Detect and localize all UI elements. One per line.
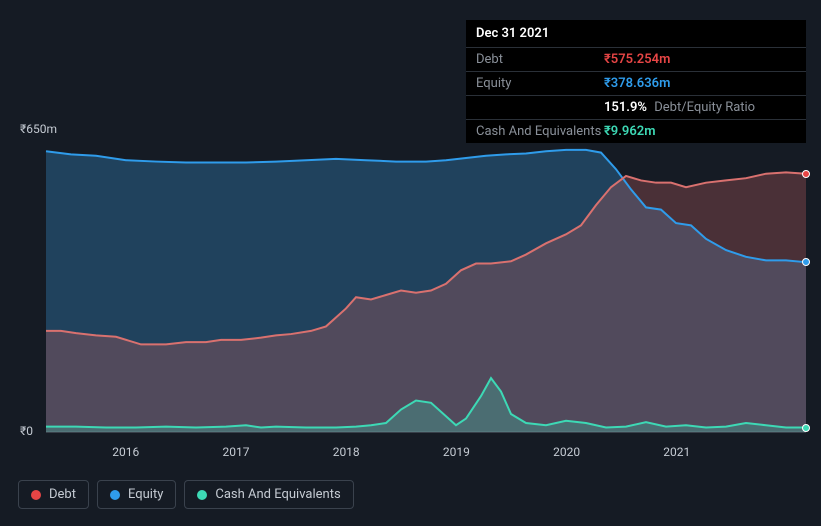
equity-end-marker	[802, 258, 810, 266]
chart-plot[interactable]	[46, 140, 806, 432]
legend-item-debt[interactable]: Debt	[18, 480, 89, 509]
tooltip-label: Debt	[476, 52, 604, 67]
tooltip-label: Equity	[476, 76, 604, 91]
cash-dot-icon	[197, 490, 207, 500]
tooltip-row-debt: Debt ₹575.254m	[466, 47, 806, 71]
tooltip-row-ratio: 151.9% Debt/Equity Ratio	[466, 95, 806, 119]
tooltip-row-equity: Equity ₹378.636m	[466, 71, 806, 95]
tooltip-label: Cash And Equivalents	[476, 124, 604, 139]
xaxis-tick: 2021	[663, 445, 690, 459]
tooltip-value: ₹9.962m	[604, 124, 656, 139]
yaxis-tick-top: ₹650m	[20, 122, 57, 136]
chart-tooltip: Dec 31 2021 Debt ₹575.254m Equity ₹378.6…	[466, 20, 806, 143]
legend: Debt Equity Cash And Equivalents	[18, 480, 354, 509]
legend-label: Cash And Equivalents	[215, 487, 340, 502]
xaxis-tick: 2019	[443, 445, 470, 459]
tooltip-ratio-value: 151.9%	[604, 100, 647, 115]
legend-item-equity[interactable]: Equity	[97, 480, 176, 509]
xaxis-tick: 2018	[333, 445, 360, 459]
tooltip-ratio-label: Debt/Equity Ratio	[654, 100, 755, 115]
debt-end-marker	[802, 170, 810, 178]
xaxis-tick: 2020	[553, 445, 580, 459]
tooltip-value: ₹378.636m	[604, 76, 670, 91]
tooltip-date: Dec 31 2021	[466, 20, 806, 47]
xaxis-tick: 2016	[112, 445, 139, 459]
legend-label: Debt	[49, 487, 76, 502]
xaxis-tick: 2017	[223, 445, 250, 459]
xaxis: 2016 2017 2018 2019 2020 2021	[46, 445, 806, 465]
yaxis-tick-bottom: ₹0	[20, 424, 33, 438]
legend-item-cash[interactable]: Cash And Equivalents	[184, 480, 353, 509]
cash-end-marker	[802, 424, 810, 432]
debt-dot-icon	[31, 490, 41, 500]
legend-label: Equity	[128, 487, 163, 502]
tooltip-value: ₹575.254m	[604, 52, 670, 67]
equity-dot-icon	[110, 490, 120, 500]
